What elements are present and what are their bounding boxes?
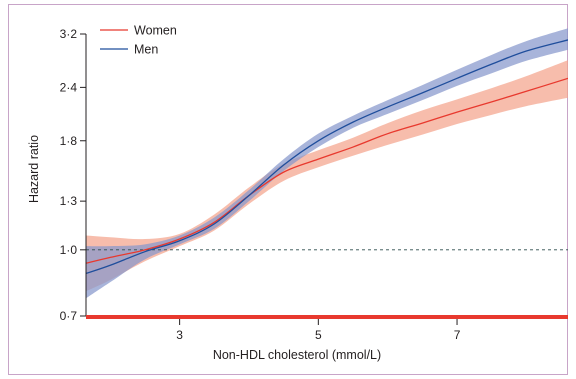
x-tick-label: 5 — [315, 328, 322, 342]
x-axis-title: Non-HDL cholesterol (mmol/L) — [213, 348, 381, 362]
men-ci-band — [86, 28, 568, 299]
men-legend-label: Men — [134, 43, 158, 57]
y-tick-label: 2·4 — [60, 80, 78, 94]
figure-frame — [8, 4, 568, 375]
x-tick-label: 3 — [176, 328, 183, 342]
y-tick-label: 1·3 — [60, 194, 78, 208]
x-axis-line — [86, 315, 568, 319]
y-axis-title: Hazard ratio — [27, 135, 41, 203]
women-line — [86, 77, 568, 264]
plot-area — [86, 28, 568, 299]
y-tick-label: 1·0 — [60, 243, 78, 257]
axes — [85, 34, 568, 319]
legend: Women Men — [100, 24, 177, 57]
women-legend-label: Women — [134, 24, 177, 38]
x-tick-label: 7 — [454, 328, 461, 342]
y-tick-label: 1·8 — [60, 134, 78, 148]
y-tick-label: 3·2 — [60, 27, 78, 41]
y-tick-label: 0·7 — [60, 309, 78, 323]
men-line — [86, 39, 568, 275]
women-ci-band — [86, 60, 568, 292]
